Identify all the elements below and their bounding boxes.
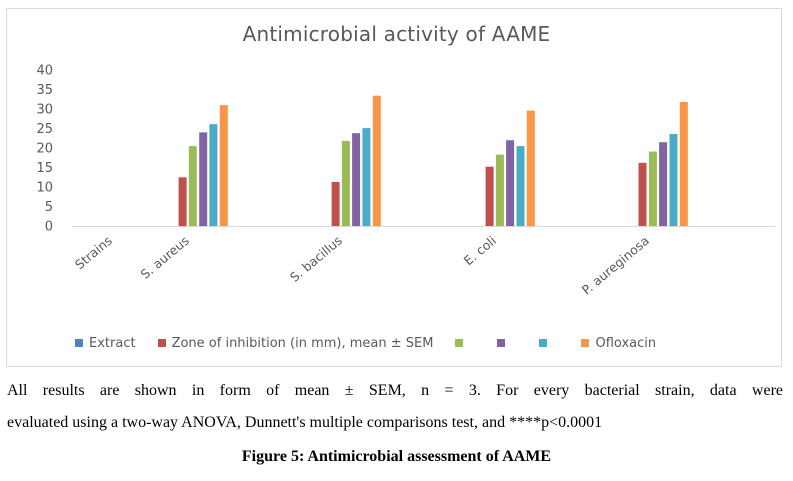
bar-s-aureus-series-4 bbox=[199, 132, 208, 226]
legend-label: Ofloxacin bbox=[595, 335, 657, 351]
y-tick-label: 35 bbox=[36, 83, 53, 98]
bars bbox=[178, 95, 688, 227]
legend-item: Zone of inhibition (in mm), mean ± SEM bbox=[157, 335, 434, 351]
x-tick-label: E. coli bbox=[461, 233, 499, 268]
legend-item: Extract bbox=[75, 336, 136, 351]
bar-s-aureus-series-6 bbox=[219, 105, 228, 226]
bar-e-coli-series-5 bbox=[516, 146, 525, 226]
legend-item bbox=[539, 339, 553, 347]
bar-p-aureginosa-series-5 bbox=[669, 134, 678, 226]
bar-p-aureginosa-series-3 bbox=[648, 151, 657, 226]
legend-item bbox=[455, 339, 469, 347]
x-tick-label: Strains bbox=[72, 233, 115, 272]
caption-line-1: All results are shown in form of mean ± … bbox=[7, 382, 783, 399]
x-tick-label: S. bacillus bbox=[287, 233, 345, 285]
figure-caption: Figure 5: Antimicrobial assessment of AA… bbox=[241, 448, 552, 465]
bar-e-coli-series-6 bbox=[526, 110, 535, 226]
legend-item bbox=[497, 339, 511, 347]
chart-title: Antimicrobial activity of AAME bbox=[242, 22, 551, 46]
y-axis: 0 5 10 15 20 25 30 35 40 bbox=[36, 64, 53, 235]
legend-swatch-icon bbox=[497, 339, 506, 347]
bar-s-aureus-series-5 bbox=[209, 124, 218, 226]
bar-p-aureginosa-series-4 bbox=[659, 142, 668, 226]
y-tick-label: 20 bbox=[36, 142, 53, 157]
x-axis-labels: Strains S. aureus S. bacillus E. coli P. aur… bbox=[72, 233, 652, 298]
legend-swatch-icon bbox=[581, 339, 590, 347]
x-tick-label: P. aureginosa bbox=[579, 233, 652, 298]
y-tick-label: 5 bbox=[45, 200, 53, 215]
y-tick-label: 0 bbox=[45, 220, 53, 235]
legend-swatch-icon bbox=[75, 339, 83, 347]
bar-s-bacillus-series-5 bbox=[362, 128, 371, 226]
bar-s-bacillus-series-2 bbox=[331, 181, 340, 226]
legend-swatch-icon bbox=[539, 339, 548, 347]
bar-s-bacillus-series-6 bbox=[372, 95, 381, 226]
bar-s-bacillus-series-4 bbox=[352, 133, 361, 226]
legend-label: Zone of inhibition (in mm), mean ± SEM bbox=[171, 335, 434, 351]
bar-s-bacillus-series-3 bbox=[341, 141, 350, 226]
y-tick-label: 30 bbox=[36, 103, 53, 118]
bar-e-coli-series-3 bbox=[495, 154, 504, 226]
legend-label: Extract bbox=[89, 335, 136, 351]
bar-s-aureus-series-2 bbox=[178, 177, 187, 227]
bar-p-aureginosa-series-6 bbox=[679, 102, 688, 226]
legend-item: Ofloxacin bbox=[581, 336, 656, 351]
x-tick-label: S. aureus bbox=[137, 233, 191, 282]
bar-e-coli-series-4 bbox=[506, 140, 515, 226]
y-tick-label: 25 bbox=[36, 122, 53, 137]
legend-swatch-icon bbox=[455, 339, 464, 347]
y-tick-label: 40 bbox=[36, 64, 53, 79]
y-tick-label: 10 bbox=[36, 181, 53, 196]
y-tick-label: 15 bbox=[36, 161, 53, 176]
caption-line-2: evaluated using a two-way ANOVA, Dunnett… bbox=[7, 414, 603, 431]
bar-s-aureus-series-3 bbox=[188, 146, 197, 226]
bar-p-aureginosa-series-2 bbox=[638, 162, 647, 226]
bar-e-coli-series-2 bbox=[485, 166, 494, 226]
legend-swatch-icon bbox=[157, 339, 166, 347]
legend: Extract Zone of inhibition (in mm), mean … bbox=[75, 334, 678, 352]
